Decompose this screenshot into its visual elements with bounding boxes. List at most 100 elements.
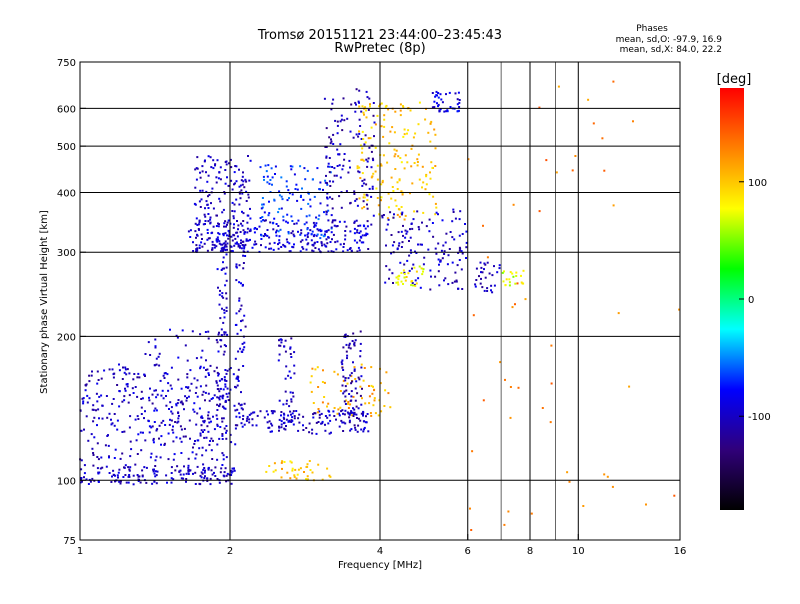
data-point (365, 421, 367, 423)
data-point (385, 106, 387, 108)
data-point (333, 415, 335, 417)
data-point (331, 221, 333, 223)
data-point (292, 230, 294, 232)
data-point (425, 175, 427, 177)
data-point (97, 371, 99, 373)
data-point (240, 223, 242, 225)
data-point (457, 110, 459, 112)
data-point (324, 424, 326, 426)
data-point (141, 407, 143, 409)
data-point (309, 460, 311, 462)
data-point (410, 165, 412, 167)
data-point (329, 157, 331, 159)
data-point (203, 437, 205, 439)
data-point (311, 239, 313, 241)
data-point (240, 282, 242, 284)
data-point (122, 476, 124, 478)
data-point (267, 176, 269, 178)
data-point (343, 243, 345, 245)
data-point (294, 415, 296, 417)
data-point (208, 411, 210, 413)
data-point (404, 237, 406, 239)
data-point (208, 422, 210, 424)
data-point (163, 397, 165, 399)
data-point (367, 96, 369, 98)
data-point (342, 346, 344, 348)
data-point (207, 220, 209, 222)
data-point (404, 129, 406, 131)
data-point (574, 155, 576, 157)
data-point (91, 371, 93, 373)
data-point (165, 395, 167, 397)
data-point (121, 453, 123, 455)
data-point (303, 167, 305, 169)
data-point (480, 283, 482, 285)
data-point (201, 198, 203, 200)
data-point (394, 153, 396, 155)
data-point (413, 210, 415, 212)
data-point (225, 244, 227, 246)
data-point (224, 344, 226, 346)
data-point (196, 387, 198, 389)
data-point (326, 213, 328, 215)
data-point (124, 474, 126, 476)
data-point (298, 422, 300, 424)
data-point (474, 283, 476, 285)
data-point (307, 236, 309, 238)
data-point (449, 248, 451, 250)
data-point (177, 421, 179, 423)
data-point (440, 93, 442, 95)
data-point (436, 212, 438, 214)
data-point (200, 357, 202, 359)
data-point (407, 129, 409, 131)
data-point (262, 197, 264, 199)
data-point (152, 394, 154, 396)
data-point (381, 125, 383, 127)
data-point (422, 271, 424, 273)
data-point (194, 203, 196, 205)
data-point (96, 456, 98, 458)
data-point (405, 230, 407, 232)
data-point (354, 427, 356, 429)
data-point (334, 219, 336, 221)
data-point (187, 360, 189, 362)
data-point (159, 353, 161, 355)
data-point (224, 471, 226, 473)
data-point (112, 422, 114, 424)
data-point (177, 411, 179, 413)
data-point (110, 419, 112, 421)
data-point (443, 279, 445, 281)
data-point (345, 226, 347, 228)
data-point (109, 413, 111, 415)
data-point (402, 235, 404, 237)
data-point (409, 270, 411, 272)
data-point (360, 331, 362, 333)
data-point (243, 186, 245, 188)
data-point (202, 190, 204, 192)
data-point (208, 175, 210, 177)
data-point (452, 209, 454, 211)
data-point (430, 178, 432, 180)
data-point (219, 304, 221, 306)
data-point (93, 454, 95, 456)
data-point (364, 427, 366, 429)
data-point (369, 105, 371, 107)
data-point (207, 431, 209, 433)
data-point (462, 253, 464, 255)
data-point (228, 220, 230, 222)
data-point (484, 290, 486, 292)
data-point (224, 316, 226, 318)
data-point (433, 129, 435, 131)
data-point (242, 255, 244, 257)
data-point (401, 231, 403, 233)
data-point (251, 418, 253, 420)
data-point (249, 208, 251, 210)
data-point (551, 383, 553, 385)
data-point (149, 425, 151, 427)
data-point (145, 353, 147, 355)
data-point (130, 448, 132, 450)
data-point (279, 354, 281, 356)
data-point (116, 429, 118, 431)
data-point (268, 465, 270, 467)
data-point (212, 241, 214, 243)
